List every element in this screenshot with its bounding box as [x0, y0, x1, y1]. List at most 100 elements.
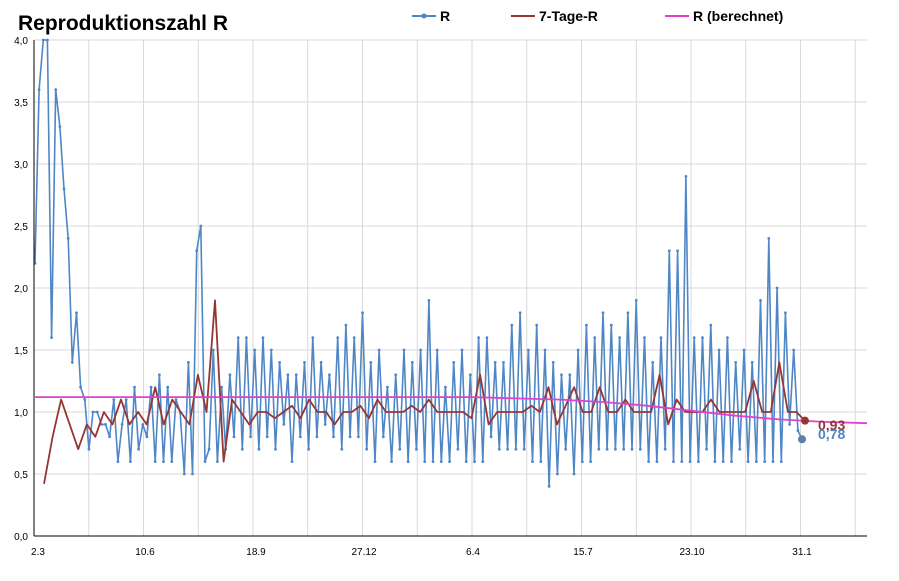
r-point [481, 460, 485, 463]
x-axis-ticks: 2.3 10.6 18.9 27.12 6.4 15.7 23.10 31.1 [31, 547, 812, 558]
r-point [506, 447, 509, 451]
legend-label-r: R [440, 8, 450, 24]
r-point [108, 435, 111, 439]
y-tick-label: 3,5 [14, 98, 28, 109]
r-point [638, 447, 642, 451]
r-point [692, 336, 696, 339]
r-point [83, 398, 87, 401]
r-point [352, 336, 356, 339]
r-point [759, 299, 762, 302]
x-tick-label: 6.4 [466, 547, 480, 558]
r-point [120, 423, 124, 426]
r-point [249, 435, 253, 439]
r-point [141, 423, 145, 426]
r-point [547, 485, 551, 488]
r-point [410, 361, 414, 364]
r-point [448, 460, 451, 463]
r-point [41, 38, 45, 42]
r-point [775, 286, 779, 290]
legend-label-r7: 7-Tage-R [539, 8, 598, 24]
r-point [240, 447, 244, 451]
r-point [307, 447, 310, 451]
r-point [390, 460, 393, 463]
y-tick-label: 0,5 [14, 470, 28, 481]
x-tick-label: 23.10 [679, 547, 704, 558]
r-point [750, 361, 754, 364]
series-line-rcalc [35, 396, 868, 425]
r-point [253, 348, 257, 352]
r-point [174, 398, 178, 401]
r-point [386, 385, 389, 389]
r-point [282, 423, 286, 426]
r-point [427, 299, 431, 302]
x-tick-label: 15.7 [573, 547, 593, 558]
r-point [502, 361, 505, 364]
x-tick-label: 10.6 [135, 547, 155, 558]
r-point [290, 460, 294, 463]
r-point [315, 435, 319, 439]
r-point [580, 460, 584, 463]
r-point [767, 237, 771, 240]
series-layer [33, 38, 868, 488]
r-point [460, 348, 464, 352]
series-line-r7 [43, 299, 806, 485]
r-point [129, 460, 132, 463]
r-point [597, 447, 601, 451]
end-markers [798, 416, 809, 444]
r-point [622, 447, 626, 451]
x-tick-label: 31.1 [792, 547, 812, 558]
r-point [149, 385, 153, 389]
r-point [564, 447, 568, 451]
r-point [551, 361, 555, 364]
r-point [220, 385, 224, 389]
r-point [170, 460, 174, 463]
y-tick-label: 1,5 [14, 346, 28, 357]
r-point [726, 336, 729, 339]
r-point [634, 299, 638, 302]
r-point [58, 125, 62, 129]
r-point [415, 447, 418, 451]
r-point [75, 311, 78, 315]
end-label-r: 0,78 [818, 426, 845, 442]
r-point [531, 460, 534, 463]
r-point [522, 447, 526, 451]
x-tick-label: 18.9 [246, 547, 266, 558]
r-point [755, 460, 758, 463]
r-point [294, 373, 298, 377]
r-point [162, 460, 165, 463]
r-point [614, 447, 617, 451]
r-point [771, 460, 775, 463]
r-point [684, 175, 688, 178]
r-point [680, 460, 684, 463]
r-point [54, 88, 58, 91]
r-point [543, 348, 547, 352]
r-point [191, 472, 194, 476]
r-point [298, 435, 302, 439]
r-point [779, 460, 783, 463]
r-point [187, 361, 190, 364]
r-point [361, 311, 364, 315]
r-point [630, 447, 634, 451]
r-point [439, 460, 443, 463]
r-point [365, 447, 369, 451]
r-point [468, 373, 472, 377]
r-point [510, 323, 514, 327]
r-point [792, 348, 796, 352]
r-point [228, 373, 232, 377]
r-point [572, 472, 576, 476]
r-point [589, 460, 592, 463]
r-point [153, 460, 157, 463]
r-point [311, 336, 315, 339]
r-point [742, 348, 746, 352]
end-marker-r [798, 435, 806, 444]
r-point [651, 361, 655, 364]
r-point [199, 224, 203, 228]
r-point [721, 460, 725, 463]
chart-title: Reproduktionszahl R [18, 12, 228, 35]
r-point [278, 361, 281, 364]
r-point [269, 348, 273, 352]
legend-label-rcalc: R (berechnet) [693, 8, 783, 24]
r-point [560, 373, 563, 377]
r-point [688, 460, 692, 463]
y-tick-label: 1,0 [14, 408, 28, 419]
